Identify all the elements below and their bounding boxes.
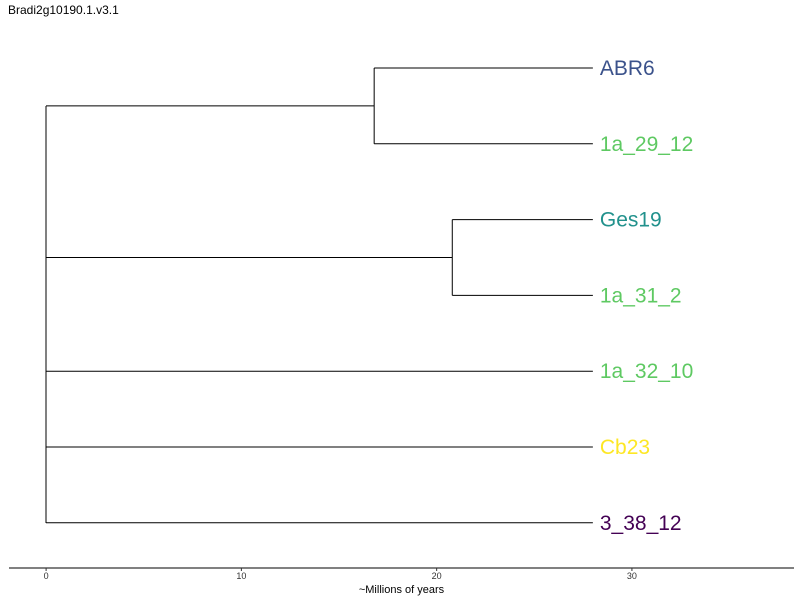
x-axis-ticks: 0 10 20 30 bbox=[44, 568, 637, 581]
tip-label: ABR6 bbox=[600, 57, 655, 80]
x-axis-title: ~Millions of years bbox=[359, 584, 445, 596]
x-tick-label: 10 bbox=[236, 571, 246, 581]
tip-labels: ABR6 1a_29_12 Ges19 1a_31_2 1a_32_10 Cb23 3_38… bbox=[600, 57, 693, 535]
tip-label: 1a_32_10 bbox=[600, 360, 693, 383]
tip-label: Ges19 bbox=[600, 209, 662, 232]
tip-label: 3_38_12 bbox=[600, 512, 682, 535]
x-tick-label: 0 bbox=[44, 571, 49, 581]
x-tick-label: 30 bbox=[627, 571, 637, 581]
tip-label: Cb23 bbox=[600, 436, 650, 459]
chart-title: Bradi2g10190.1.v3.1 bbox=[8, 3, 119, 17]
tree-branches bbox=[45, 67, 593, 524]
tip-label: 1a_29_12 bbox=[600, 133, 693, 156]
x-tick-label: 20 bbox=[432, 571, 442, 581]
tip-label: 1a_31_2 bbox=[600, 284, 682, 307]
